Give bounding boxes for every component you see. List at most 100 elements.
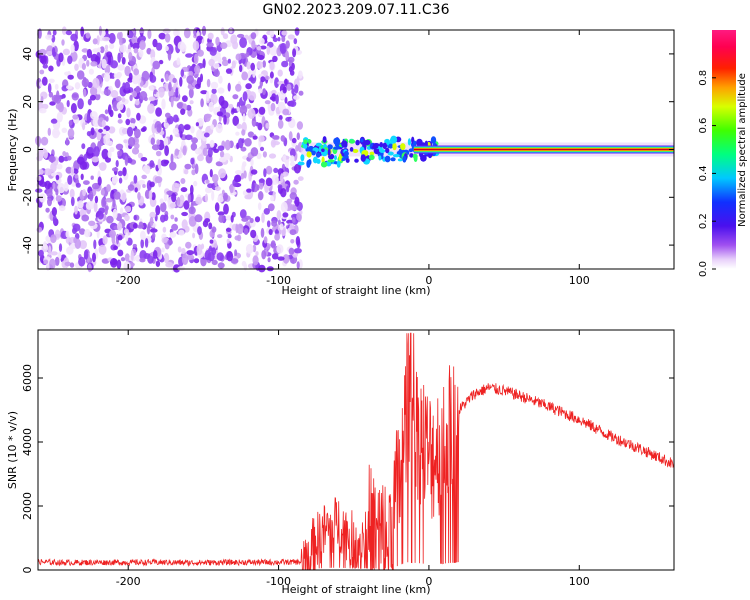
noise-blob [298, 90, 304, 96]
noise-blob [241, 71, 249, 81]
signal-blob [390, 157, 396, 162]
noise-blob [162, 226, 167, 233]
noise-blob [163, 192, 168, 202]
noise-blob [269, 61, 275, 71]
signal-blob [343, 150, 349, 157]
noise-blob [110, 90, 119, 98]
noise-blob [265, 177, 273, 187]
noise-blob [197, 49, 204, 57]
noise-blob [282, 254, 290, 264]
noise-blob [97, 211, 104, 220]
noise-blob [230, 34, 238, 45]
signal-blob [321, 148, 325, 153]
signal-blob [305, 147, 310, 152]
noise-blob [250, 229, 257, 239]
noise-blob [204, 193, 208, 203]
noise-blob [134, 142, 140, 149]
spectrogram-plot-area [35, 25, 674, 273]
colorbar-tick-label: 0.0 [698, 261, 709, 277]
noise-blob [264, 100, 271, 105]
noise-blob [106, 184, 111, 192]
noise-blob [207, 147, 213, 158]
noise-blob [172, 77, 177, 84]
noise-blob [172, 264, 181, 273]
noise-blob [252, 135, 258, 140]
noise-blob [67, 175, 73, 185]
signal-blob [307, 159, 312, 166]
noise-blob [72, 114, 79, 120]
x-tick-label: -200 [116, 575, 141, 588]
noise-blob [231, 60, 236, 69]
noise-blob [113, 73, 118, 79]
noise-blob [267, 257, 271, 263]
noise-blob [61, 39, 65, 46]
noise-blob [245, 103, 252, 109]
signal-blob [345, 158, 350, 163]
noise-blob [88, 220, 96, 226]
noise-blob [277, 256, 285, 261]
colorbar-gradient [712, 30, 736, 269]
noise-blob [239, 64, 243, 73]
noise-blob [126, 157, 133, 164]
noise-blob [96, 132, 102, 141]
noise-blob [262, 89, 266, 96]
noise-blob [217, 262, 225, 269]
noise-blob [165, 261, 174, 268]
noise-blob [265, 75, 270, 80]
noise-blob [43, 259, 49, 265]
signal-blob [297, 161, 305, 166]
noise-blob [295, 236, 301, 246]
noise-blob [43, 149, 48, 159]
noise-blob [282, 171, 289, 177]
noise-blob [217, 195, 224, 203]
noise-blob [260, 227, 265, 238]
noise-blob [174, 217, 178, 222]
noise-blob [86, 59, 90, 67]
noise-blob [281, 60, 289, 68]
noise-blob [261, 250, 267, 260]
noise-blob [215, 123, 223, 134]
noise-blob [55, 188, 59, 196]
noise-blob [87, 98, 92, 106]
colorbar-tick-label: 0.8 [698, 70, 709, 86]
noise-blob [88, 68, 94, 75]
noise-blob [180, 187, 188, 193]
noise-blob [291, 137, 297, 144]
signal-blob [407, 138, 411, 146]
x-tick-label: 0 [425, 575, 432, 588]
noise-blob [191, 169, 196, 176]
noise-blob [69, 262, 75, 268]
noise-blob [196, 129, 203, 140]
noise-blob [203, 132, 210, 138]
noise-blob [109, 229, 116, 239]
noise-blob [125, 118, 131, 126]
noise-blob [117, 234, 123, 241]
noise-blob [236, 234, 242, 242]
noise-blob [68, 119, 73, 126]
noise-blob [258, 135, 265, 143]
noise-blob [262, 60, 267, 68]
noise-blob [99, 162, 107, 171]
noise-blob [137, 192, 141, 201]
noise-blob [218, 214, 225, 223]
noise-blob [128, 52, 133, 61]
noise-blob [107, 54, 112, 66]
noise-blob [162, 28, 171, 34]
noise-blob [288, 131, 293, 141]
noise-blob [214, 202, 220, 213]
noise-blob [67, 74, 74, 80]
noise-blob [40, 136, 49, 146]
noise-blob [104, 44, 109, 50]
noise-blob [131, 147, 140, 155]
noise-blob [158, 32, 166, 40]
noise-blob [150, 228, 158, 233]
noise-blob [245, 243, 254, 254]
noise-blob [265, 122, 270, 129]
noise-blob [122, 167, 127, 177]
noise-blob [296, 121, 303, 130]
noise-blob [234, 174, 241, 183]
noise-blob [293, 95, 300, 100]
signal-blob [318, 146, 322, 153]
noise-blob [128, 136, 136, 147]
signal-blob [416, 138, 423, 147]
